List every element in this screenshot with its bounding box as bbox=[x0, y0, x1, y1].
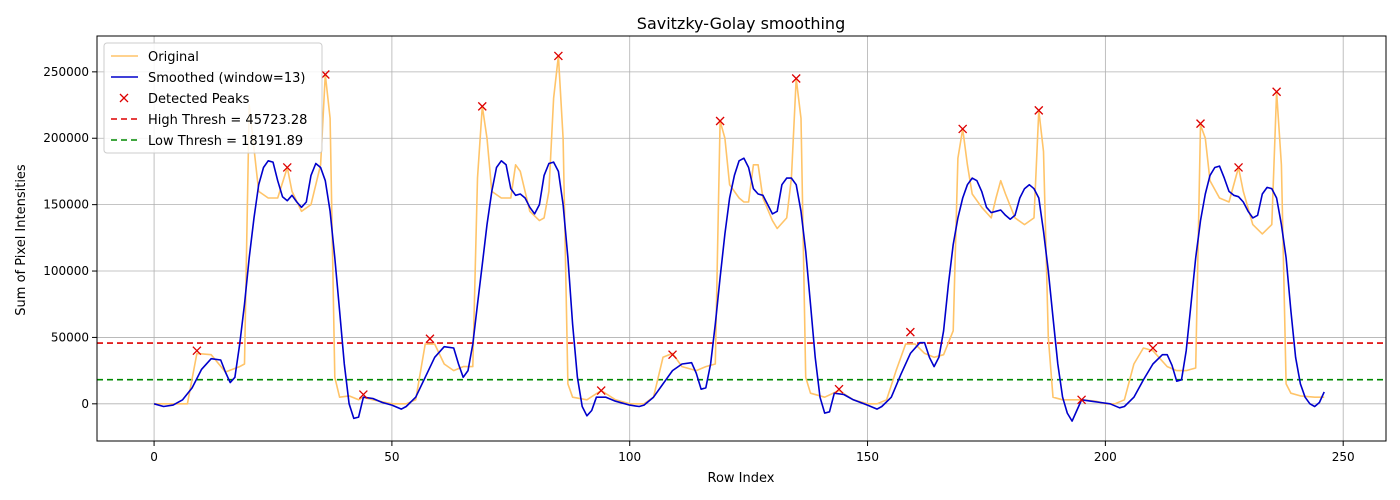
peak-marker bbox=[1196, 119, 1205, 129]
legend-label: Smoothed (window=13) bbox=[148, 71, 305, 86]
y-tick-label: 150000 bbox=[43, 198, 89, 212]
peak-marker bbox=[1272, 87, 1282, 97]
peak-marker bbox=[596, 386, 606, 396]
plot-frame bbox=[96, 35, 1387, 442]
legend-item-peaks: Detected Peaks bbox=[119, 92, 250, 107]
peak-marker bbox=[1234, 162, 1244, 172]
y-axis-ticks: 0 50000 100000 150000 200000 250000 bbox=[43, 65, 97, 411]
legend-label: Low Thresh = 18191.89 bbox=[148, 134, 303, 149]
y-tick-label: 50000 bbox=[51, 330, 89, 344]
peak-marker bbox=[958, 124, 968, 134]
y-tick-label: 250000 bbox=[43, 65, 89, 79]
peak-marker bbox=[282, 162, 292, 172]
peak-marker bbox=[791, 74, 801, 83]
x-axis-label: Row Index bbox=[708, 471, 775, 486]
peak-marker bbox=[425, 334, 435, 344]
x-tick-label: 50 bbox=[384, 450, 399, 464]
peak-marker bbox=[668, 350, 677, 360]
legend-item-high_thresh: High Thresh = 45723.28 bbox=[111, 113, 307, 128]
peak-marker bbox=[1148, 343, 1158, 353]
x-tick-label: 250 bbox=[1332, 450, 1355, 464]
peak-marker bbox=[320, 70, 330, 79]
legend-item-original: Original bbox=[111, 50, 199, 65]
legend-label: Original bbox=[148, 50, 199, 65]
y-tick-label: 200000 bbox=[43, 131, 89, 145]
y-axis-label: Sum of Pixel Intensities bbox=[14, 164, 29, 316]
legend-label: Detected Peaks bbox=[148, 92, 250, 107]
x-tick-label: 150 bbox=[856, 450, 879, 464]
threshold-lines bbox=[97, 342, 1386, 381]
legend: Original Smoothed (window=13) Detected Pea… bbox=[103, 42, 323, 154]
legend-label: High Thresh = 45723.28 bbox=[148, 113, 307, 128]
peak-marker bbox=[905, 327, 915, 337]
x-tick-label: 200 bbox=[1094, 450, 1117, 464]
y-tick-label: 0 bbox=[81, 397, 89, 411]
legend-item-smoothed: Smoothed (window=13) bbox=[111, 71, 305, 86]
chart-title: Savitzky-Golay smoothing bbox=[637, 14, 845, 33]
peak-marker bbox=[1034, 105, 1044, 115]
x-axis-ticks: 0 50 100 150 200 250 bbox=[150, 441, 1355, 464]
peak-marker bbox=[358, 390, 368, 399]
peak-marker bbox=[1077, 395, 1087, 405]
peak-marker bbox=[834, 384, 844, 394]
legend-box bbox=[103, 42, 323, 154]
y-tick-label: 100000 bbox=[43, 264, 89, 278]
legend-item-low_thresh: Low Thresh = 18191.89 bbox=[111, 134, 303, 149]
peak-marker bbox=[553, 51, 563, 61]
peak-marker bbox=[715, 116, 725, 126]
peak-markers bbox=[192, 51, 1282, 405]
peak-marker bbox=[477, 101, 487, 111]
series-layer bbox=[153, 55, 1325, 422]
smoothed-series-line bbox=[153, 157, 1325, 422]
peak-marker bbox=[192, 346, 202, 356]
x-tick-label: 100 bbox=[618, 450, 641, 464]
x-tick-label: 0 bbox=[150, 450, 158, 464]
